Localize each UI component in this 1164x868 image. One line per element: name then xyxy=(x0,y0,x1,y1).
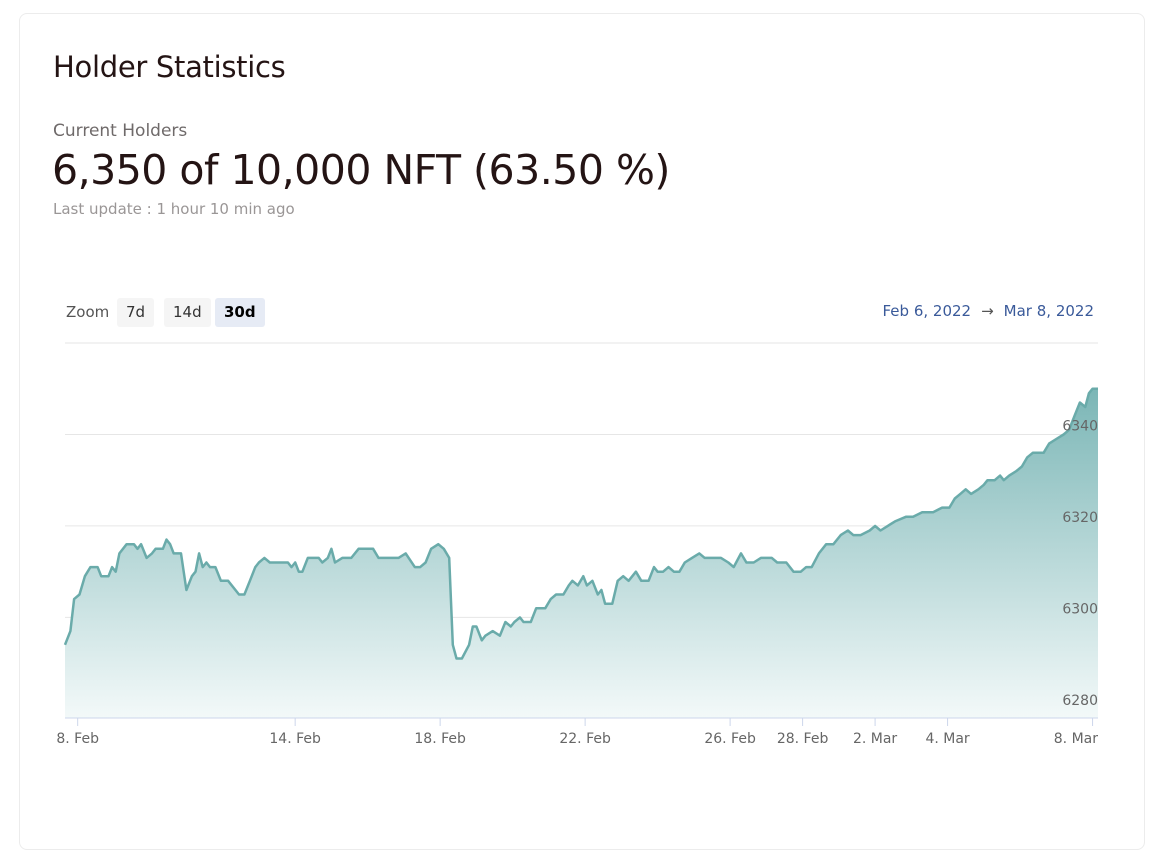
last-update-text: Last update : 1 hour 10 min ago xyxy=(53,200,295,218)
card-title: Holder Statistics xyxy=(53,50,286,84)
holders-headline: 6,350 of 10,000 NFT (63.50 %) xyxy=(52,146,670,194)
y-tick-label: 6340 xyxy=(1062,418,1098,434)
x-tick-label: 4. Mar xyxy=(925,731,969,747)
arrow-right-icon: → xyxy=(981,302,994,320)
y-tick-label: 6320 xyxy=(1062,510,1098,526)
holders-series-line xyxy=(63,387,1098,660)
zoom-30d-button[interactable]: 30d xyxy=(215,298,265,327)
x-tick-label: 14. Feb xyxy=(269,731,321,747)
zoom-7d-button[interactable]: 7d xyxy=(117,298,155,327)
range-to-date[interactable]: Mar 8, 2022 xyxy=(1003,302,1094,320)
x-tick-label: 22. Feb xyxy=(559,731,611,747)
y-tick-label: 6300 xyxy=(1062,601,1098,617)
x-tick-label: 2. Mar xyxy=(853,731,897,747)
zoom-14d-button[interactable]: 14d xyxy=(164,298,211,327)
range-from-date[interactable]: Feb 6, 2022 xyxy=(882,302,972,320)
zoom-label: Zoom xyxy=(66,303,110,321)
x-tick-label: 28. Feb xyxy=(777,731,829,747)
x-tick-label: 8. Feb xyxy=(56,731,99,747)
date-range: Feb 6, 2022 → Mar 8, 2022 xyxy=(883,302,1095,320)
x-tick-label: 26. Feb xyxy=(704,731,756,747)
y-tick-label: 6280 xyxy=(1062,693,1098,709)
x-tick-label: 8. Mar xyxy=(1054,731,1098,747)
current-holders-label: Current Holders xyxy=(53,121,188,141)
x-tick-label: 18. Feb xyxy=(414,731,466,747)
holders-area-fill xyxy=(65,388,1098,718)
